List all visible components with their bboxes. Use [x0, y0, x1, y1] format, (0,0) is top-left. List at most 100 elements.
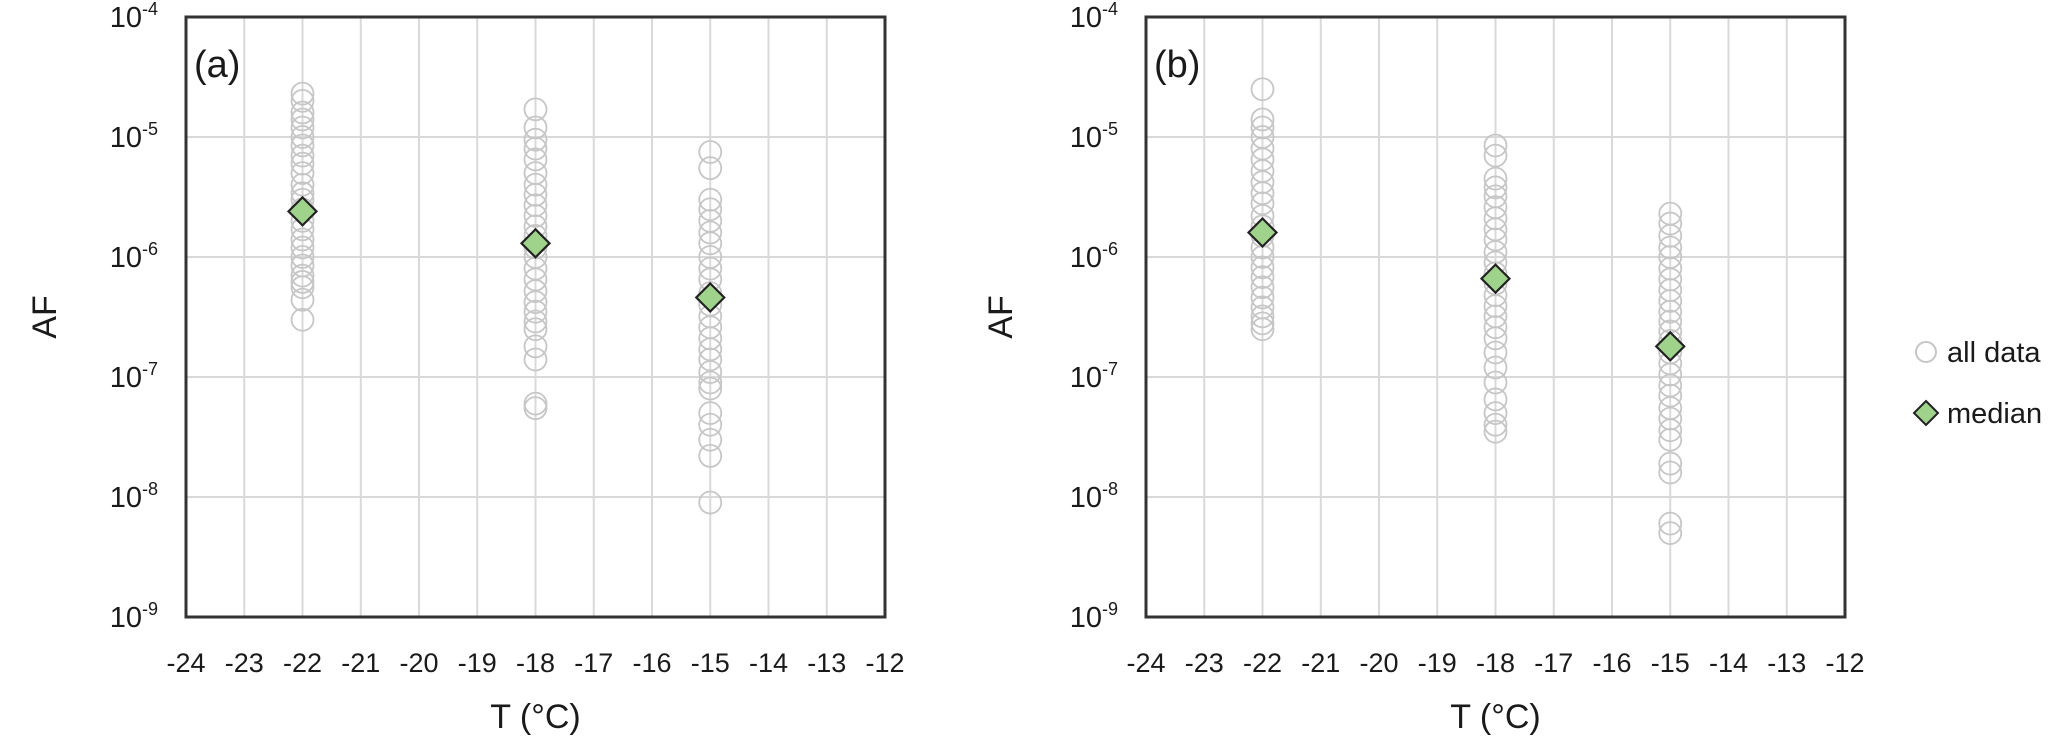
panel-a: -24 -23 -22 -21 -20 -19 -18 -17 -16 -15 -14 -13 -12 1…	[26, 0, 905, 736]
data-point-all-data	[523, 147, 548, 172]
x-axis-title: T (°C)	[1450, 698, 1540, 736]
data-point-all-data	[1250, 77, 1275, 102]
data-point-all-data	[290, 235, 315, 260]
x-tick-label: -13	[807, 648, 846, 678]
panel-b: -24 -23 -22 -21 -20 -19 -18 -17 -16 -15 -14 -13 -12 1…	[982, 0, 1865, 736]
x-tick-label: -23	[225, 648, 264, 678]
data-point-all-data	[1483, 355, 1508, 380]
y-tick-exponent: -7	[142, 359, 158, 379]
y-tick-exponent: -5	[1102, 119, 1118, 139]
data-point-median	[1479, 263, 1512, 295]
data-point-median	[286, 195, 319, 227]
data-point-all-data	[290, 100, 315, 125]
data-point-all-data	[523, 127, 548, 152]
y-tick-label: 10-9	[110, 599, 158, 634]
data-point-all-data	[290, 143, 315, 168]
data-point-all-data	[290, 227, 315, 252]
x-tick-label: -15	[1651, 648, 1690, 678]
data-point-all-data	[523, 136, 548, 161]
data-point-all-data	[1250, 317, 1275, 342]
data-point-all-data	[290, 115, 315, 140]
y-tick-exponent: -6	[142, 239, 158, 259]
y-tick-base: 10	[110, 362, 142, 394]
data-point-all-data	[698, 490, 723, 515]
y-tick-exponent: -8	[1102, 479, 1118, 499]
data-point-all-data	[1483, 326, 1508, 351]
data-point-all-data	[1250, 265, 1275, 289]
data-point-all-data	[1658, 427, 1683, 452]
y-tick-exponent: -5	[142, 119, 158, 139]
data-point-all-data	[523, 396, 548, 421]
x-tick-label: -17	[1534, 648, 1573, 678]
y-tick-label: 10-4	[1070, 0, 1118, 34]
data-point-all-data	[1658, 460, 1683, 485]
y-tick-exponent: -4	[142, 0, 158, 19]
y-tick-exponent: -8	[142, 479, 158, 499]
data-point-all-data	[1658, 521, 1683, 546]
data-point-all-data	[698, 427, 723, 452]
x-tick-label: -12	[865, 648, 904, 678]
data-point-all-data	[1250, 311, 1275, 336]
data-point-all-data	[1250, 255, 1275, 280]
y-tick-exponent: -9	[142, 599, 158, 619]
y-tick-base: 10	[1070, 482, 1102, 514]
y-tick-base: 10	[110, 602, 142, 634]
x-tick-label: -14	[749, 648, 788, 678]
data-point-all-data	[698, 231, 723, 256]
data-point-all-data	[290, 133, 315, 158]
panel-label: (b)	[1154, 44, 1200, 86]
x-tick-label: -18	[1476, 648, 1515, 678]
y-tick-label: 10-7	[1070, 359, 1118, 394]
x-tick-label: -20	[399, 648, 438, 678]
data-point-all-data	[290, 245, 315, 269]
x-tick-label: -22	[1243, 648, 1282, 678]
data-point-all-data	[1483, 340, 1508, 365]
data-point-all-data	[1658, 511, 1683, 536]
y-tick-base: 10	[1070, 242, 1102, 274]
data-point-median	[1654, 330, 1686, 362]
data-point-all-data	[1483, 166, 1508, 191]
data-point-all-data	[523, 299, 548, 324]
data-point-all-data	[698, 444, 723, 468]
legend-median-marker	[1912, 399, 1940, 427]
y-tick-label: 10-5	[1070, 119, 1118, 154]
y-tick-label: 10-5	[110, 119, 158, 154]
data-point-all-data	[1483, 412, 1508, 437]
y-tick-base: 10	[1070, 602, 1102, 634]
legend-all-data-marker	[1915, 341, 1937, 363]
data-point-all-data	[1250, 191, 1275, 216]
data-point-median	[694, 281, 726, 314]
x-tick-label: -21	[1301, 648, 1340, 678]
data-point-all-data	[290, 88, 315, 113]
y-tick-base: 10	[110, 242, 142, 274]
y-tick-base: 10	[1070, 122, 1102, 154]
data-point-all-data	[698, 256, 723, 281]
data-point-all-data	[698, 156, 723, 181]
data-point-all-data	[523, 317, 548, 342]
x-tick-label: -16	[1592, 648, 1631, 678]
data-point-all-data	[698, 347, 723, 372]
data-point-all-data	[290, 287, 315, 312]
data-point-all-data	[290, 307, 315, 332]
data-point-all-data	[1483, 143, 1508, 168]
legend: all data median	[1912, 337, 2042, 430]
plot-frame	[1144, 15, 1847, 619]
data-point-all-data	[1658, 418, 1683, 443]
y-tick-base: 10	[110, 122, 142, 154]
data-point-all-data	[1658, 211, 1683, 236]
data-point-all-data	[698, 360, 723, 384]
data-point-all-data	[698, 370, 723, 395]
legend-median-label: median	[1947, 398, 2042, 430]
data-point-all-data	[1658, 299, 1683, 324]
data-point-all-data	[698, 197, 723, 222]
data-point-all-data	[523, 290, 548, 315]
data-point-all-data	[698, 220, 723, 245]
x-tick-label: -15	[691, 648, 730, 678]
data-point-all-data	[1483, 370, 1508, 395]
data-point-all-data	[290, 161, 315, 186]
y-tick-base: 10	[110, 2, 142, 34]
y-tick-exponent: -9	[1102, 599, 1118, 619]
data-point-all-data	[290, 107, 315, 132]
y-tick-label: 10-7	[110, 359, 158, 394]
